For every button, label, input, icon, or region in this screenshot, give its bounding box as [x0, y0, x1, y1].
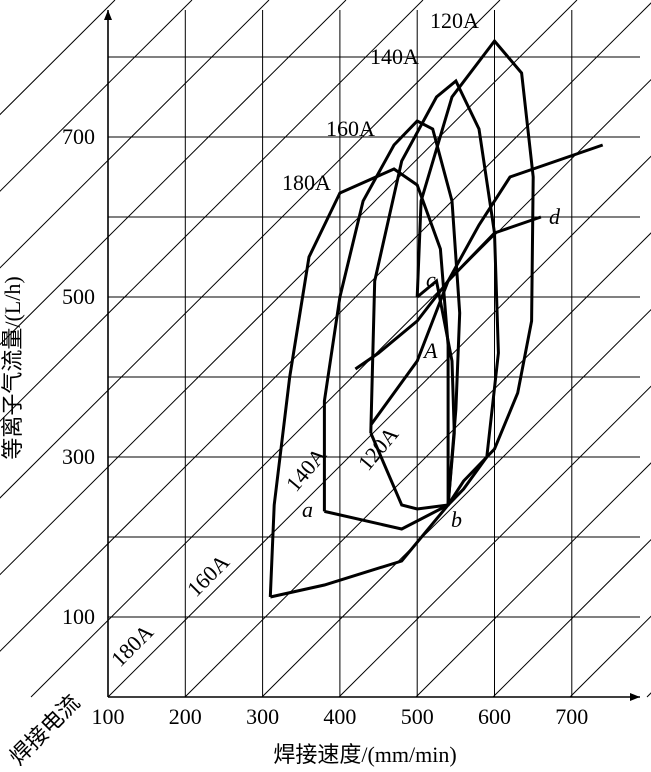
diagonal-line-2 [0, 0, 193, 192]
grid-lines [0, 0, 651, 698]
feature-lines [354, 143, 604, 426]
diagonal-line-17 [646, 692, 651, 698]
diagonal-line-6 [0, 0, 501, 499]
x-tick-label: 200 [169, 704, 202, 729]
current-label: 180A [106, 619, 158, 671]
diagonal-line-12 [261, 308, 651, 698]
current-label: 160A [182, 549, 234, 601]
point-label-A: A [422, 338, 438, 363]
diagonal-line-11 [184, 232, 651, 698]
diagonal-line-8 [0, 2, 651, 652]
y-tick-label: 700 [62, 124, 95, 149]
x-tick-label: 100 [92, 704, 125, 729]
y-tick-label: 500 [62, 284, 95, 309]
window-180a-3 [268, 167, 450, 599]
x-tick-label: 500 [401, 704, 434, 729]
y-axis-title: 等离子气流量/(L/h) [0, 276, 25, 459]
diagonal-line-13 [338, 385, 651, 698]
point-label-c: c [426, 267, 436, 292]
diagonal-line-4 [0, 0, 347, 346]
current-label: 180A [282, 170, 331, 195]
diagonal-line-3 [0, 0, 270, 269]
corner-label: 焊接电流 [5, 690, 85, 770]
y-tick-label: 100 [62, 604, 95, 629]
window-120a-0 [415, 38, 535, 506]
axes [104, 10, 640, 701]
x-tick-label: 600 [478, 704, 511, 729]
x-tick-label: 400 [323, 704, 356, 729]
y-axis-arrow [104, 10, 112, 20]
x-axis-title: 焊接速度/(mm/min) [273, 742, 456, 767]
diagonal-line-15 [492, 538, 651, 698]
point-label-a: a [302, 497, 313, 522]
window-140a-1 [369, 78, 500, 511]
y-tick-label: 300 [62, 444, 95, 469]
diagonal-line-7 [0, 0, 578, 576]
current-label: 160A [326, 116, 375, 141]
text-labels: 100 200 300 400 500 600 700 100 300 500 700 焊接速度/(m… [0, 8, 588, 770]
diagonal-line-9 [30, 78, 651, 698]
current-label: 120A [430, 8, 479, 33]
window-160a-2 [322, 119, 462, 531]
point-label-b: b [451, 507, 462, 532]
point-label-d: d [549, 204, 561, 229]
line-0 [354, 215, 542, 371]
line-1 [369, 143, 604, 426]
diagonal-line-14 [415, 462, 651, 698]
diagonal-line-16 [569, 615, 651, 698]
x-tick-label: 300 [246, 704, 279, 729]
current-windows [268, 38, 535, 599]
current-label: 120A [353, 422, 404, 476]
x-tick-label: 700 [555, 704, 588, 729]
current-label: 140A [370, 44, 419, 69]
x-axis-arrow [630, 693, 640, 701]
diagonal-line-5 [0, 0, 424, 422]
